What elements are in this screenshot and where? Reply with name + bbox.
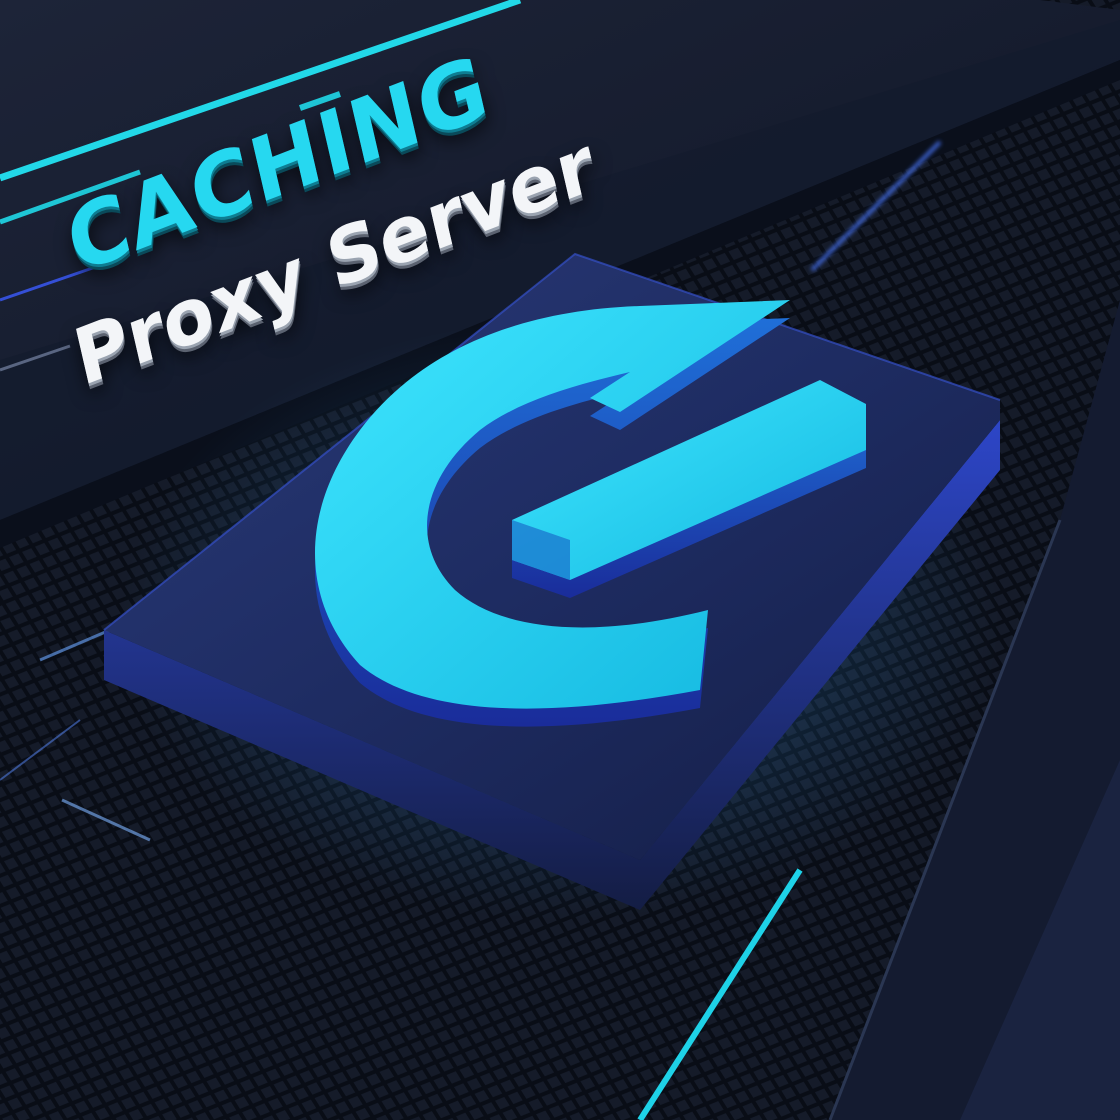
accent-stripe bbox=[0, 0, 522, 182]
stylized-c-clock-icon bbox=[315, 300, 866, 727]
logo-block-side bbox=[104, 420, 1000, 910]
right-panel bbox=[830, 300, 1120, 1120]
